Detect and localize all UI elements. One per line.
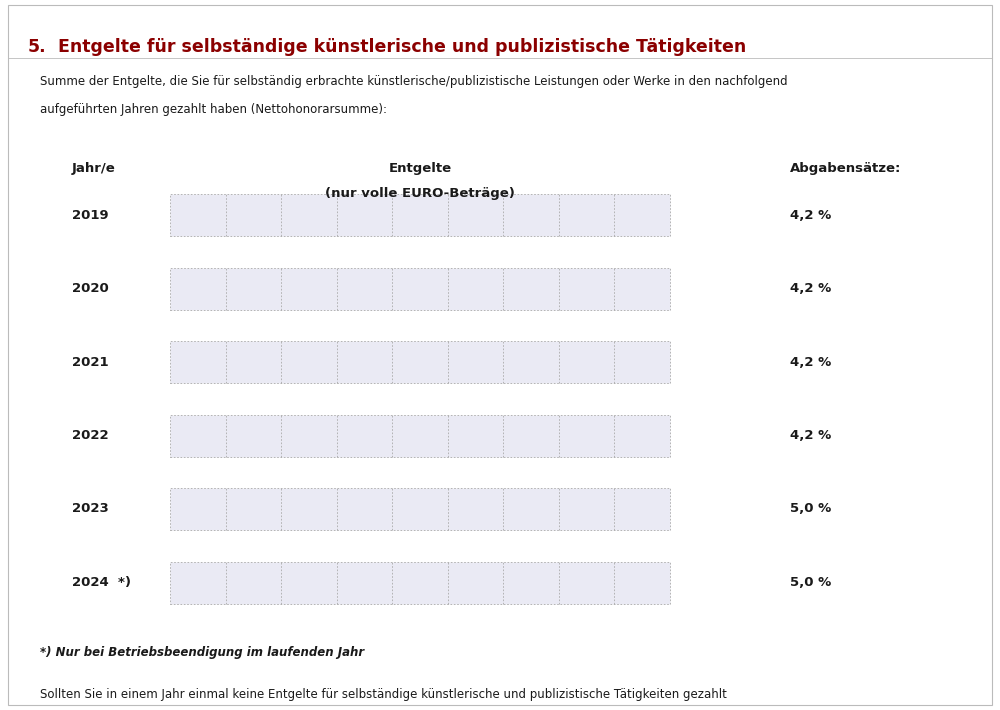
Text: 2021: 2021: [72, 356, 109, 368]
Bar: [170, 194, 670, 236]
Text: 4,2 %: 4,2 %: [790, 282, 831, 295]
Text: 2023: 2023: [72, 503, 109, 515]
Bar: [170, 341, 670, 383]
Text: *) Nur bei Betriebsbeendigung im laufenden Jahr: *) Nur bei Betriebsbeendigung im laufend…: [40, 646, 364, 659]
Text: 2020: 2020: [72, 282, 109, 295]
Text: Jahr/e: Jahr/e: [72, 162, 116, 175]
Text: 4,2 %: 4,2 %: [790, 356, 831, 368]
Text: aufgeführten Jahren gezahlt haben (Nettohonorarsumme):: aufgeführten Jahren gezahlt haben (Netto…: [40, 103, 387, 116]
Text: 5,0 %: 5,0 %: [790, 576, 831, 589]
Text: (nur volle EURO-Beträge): (nur volle EURO-Beträge): [325, 187, 515, 200]
Text: Entgelte für selbständige künstlerische und publizistische Tätigkeiten: Entgelte für selbständige künstlerische …: [58, 38, 746, 56]
Text: 4,2 %: 4,2 %: [790, 429, 831, 442]
Text: 5.: 5.: [28, 38, 47, 56]
Text: 4,2 %: 4,2 %: [790, 209, 831, 222]
Text: Abgabensätze:: Abgabensätze:: [790, 162, 901, 175]
Text: Summe der Entgelte, die Sie für selbständig erbrachte künstlerische/publizistisc: Summe der Entgelte, die Sie für selbstän…: [40, 75, 788, 88]
Text: 2019: 2019: [72, 209, 109, 222]
Bar: [170, 415, 670, 457]
Text: Entgelte: Entgelte: [388, 162, 452, 175]
Bar: [170, 488, 670, 530]
Bar: [170, 562, 670, 604]
Text: Sollten Sie in einem Jahr einmal keine Entgelte für selbständige künstlerische u: Sollten Sie in einem Jahr einmal keine E…: [40, 688, 727, 701]
Text: 5,0 %: 5,0 %: [790, 503, 831, 515]
Bar: [170, 268, 670, 310]
Text: 2022: 2022: [72, 429, 109, 442]
Text: 2024  *): 2024 *): [72, 576, 131, 589]
